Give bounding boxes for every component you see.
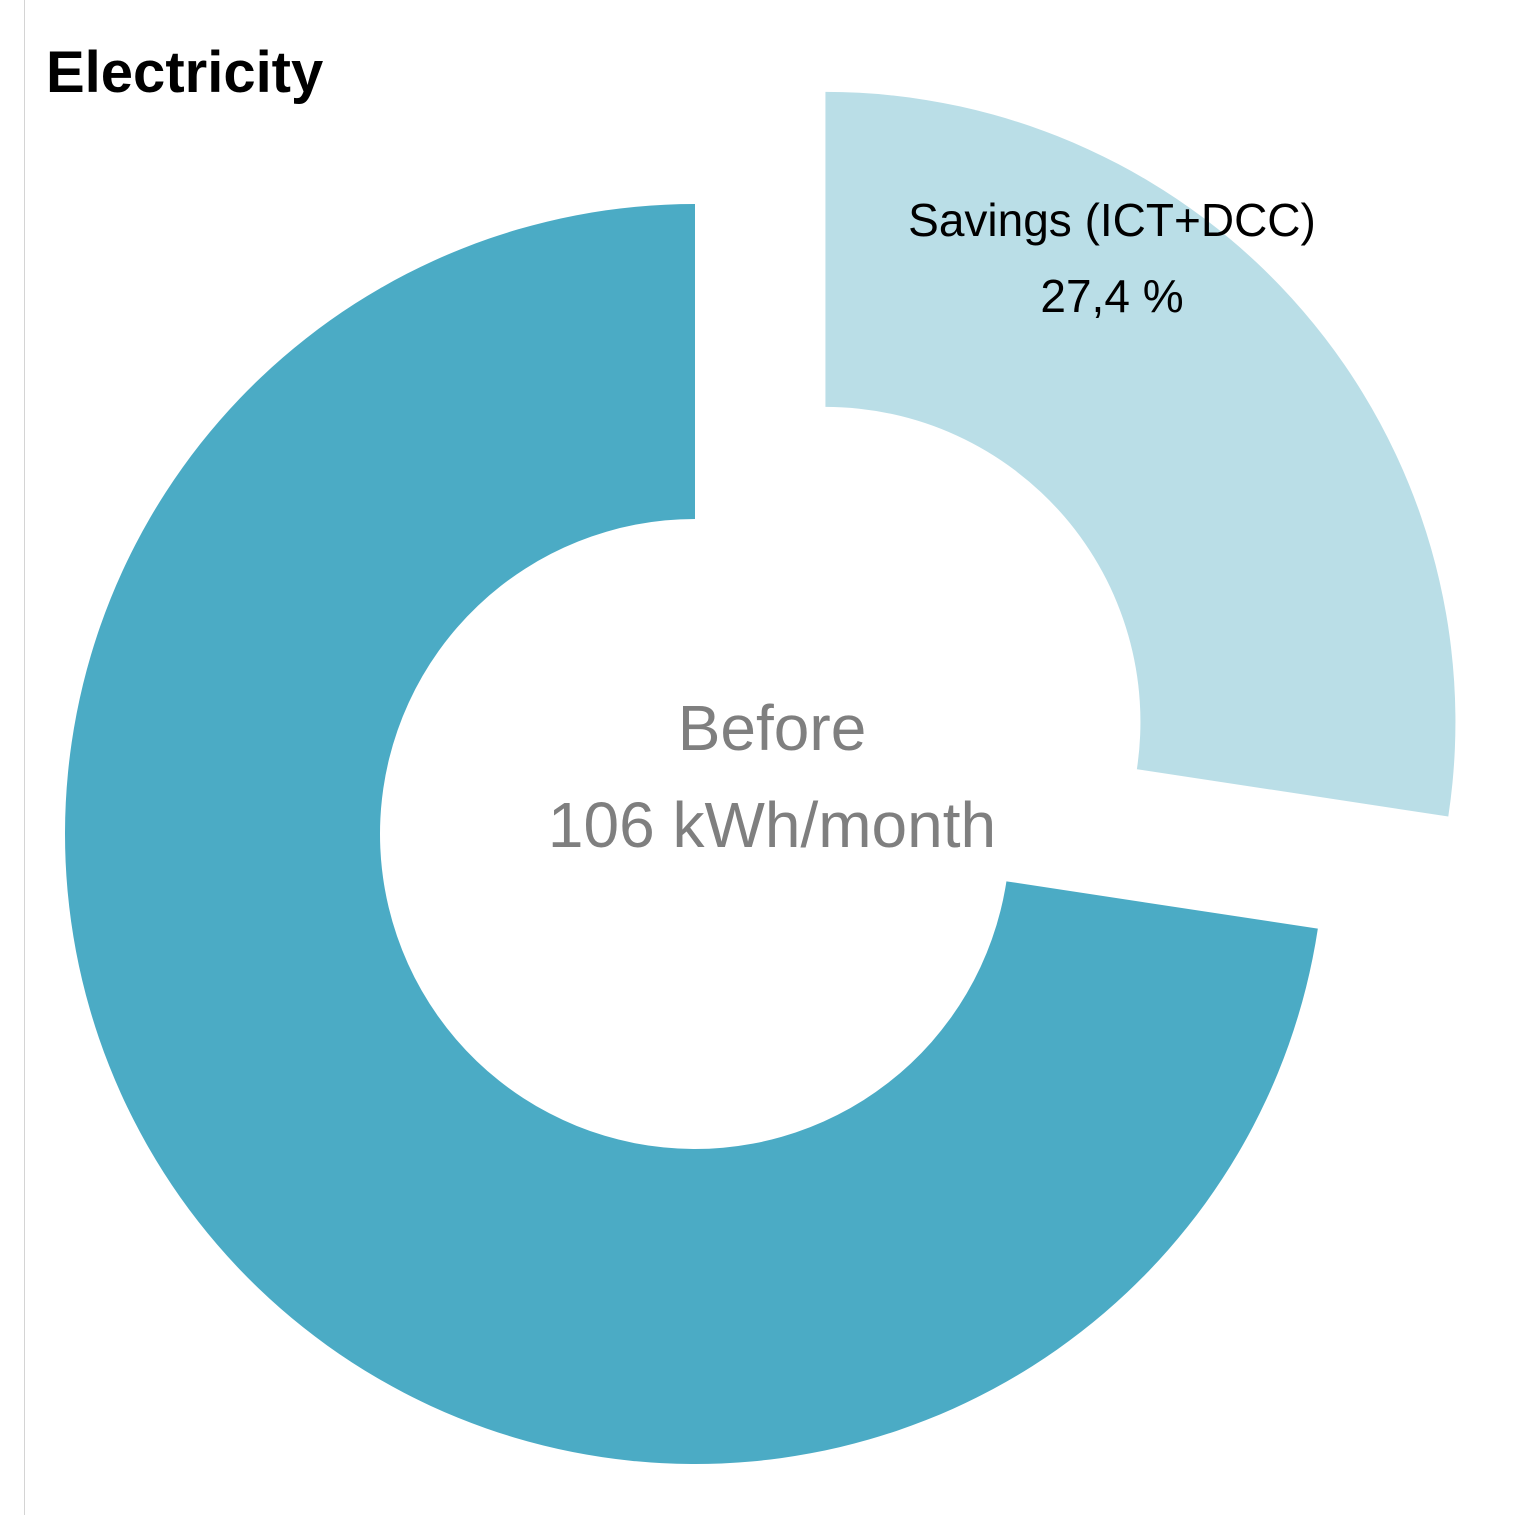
center-label-before: Before	[678, 692, 867, 764]
slice-label-savings-name: Savings (ICT+DCC)	[908, 194, 1316, 246]
center-label-value: 106 kWh/month	[548, 789, 996, 861]
chart-title: Electricity	[46, 40, 324, 105]
donut-slice-savings	[825, 91, 1456, 817]
donut-slice-remaining	[65, 204, 1318, 1464]
donut-slices	[65, 91, 1456, 1464]
left-divider	[24, 0, 25, 1515]
slice-label-savings-value: 27,4 %	[1040, 270, 1183, 322]
